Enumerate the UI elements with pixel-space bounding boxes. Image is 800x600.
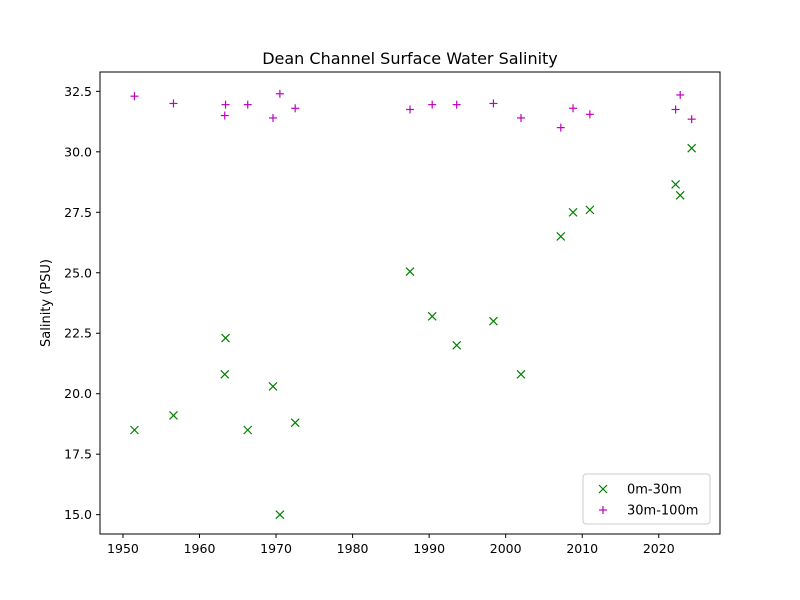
- data-point: [671, 180, 681, 189]
- data-point-stroke: [489, 316, 498, 326]
- x-tick-label: 1980: [337, 541, 369, 556]
- data-point: [675, 190, 685, 200]
- data-point-stroke: [687, 143, 697, 153]
- data-point: [427, 311, 437, 321]
- y-axis-title: Salinity (PSU): [39, 259, 54, 347]
- series-surface: [130, 143, 697, 520]
- legend-label: 0m-30m: [627, 483, 682, 498]
- y-tick-label: 15.0: [64, 507, 92, 522]
- x-tick-label: 1950: [107, 541, 139, 556]
- data-point: [556, 232, 566, 241]
- y-tick-label: 27.5: [64, 205, 92, 220]
- legend: 0m-30m 30m-100m: [582, 473, 711, 525]
- data-point-stroke: [568, 207, 578, 217]
- data-point-stroke: [675, 190, 685, 200]
- data-point: [676, 90, 685, 99]
- data-point: [220, 111, 229, 120]
- series-deep: [130, 89, 696, 132]
- data-point-stroke: [427, 311, 437, 321]
- data-point: [452, 100, 461, 109]
- legend-marker-stroke: [598, 484, 608, 494]
- data-point-stroke: [220, 369, 230, 379]
- legend-label: 30m-100m: [627, 504, 698, 519]
- y-tick-label: 20.0: [64, 386, 92, 401]
- data-point: [130, 425, 139, 435]
- data-point: [671, 105, 680, 114]
- data-point: [220, 369, 230, 379]
- data-point: [568, 207, 578, 217]
- x-tick-label: 2010: [566, 541, 598, 556]
- data-point-stroke: [290, 418, 300, 428]
- data-point-stroke: [130, 425, 139, 435]
- y-tick-label: 25.0: [64, 265, 92, 280]
- data-point: [268, 113, 277, 122]
- chart-title: Dean Channel Surface Water Salinity: [262, 49, 558, 68]
- y-tick-label: 22.5: [64, 326, 92, 341]
- data-point-stroke: [671, 180, 681, 189]
- data-point: [169, 99, 178, 108]
- data-point: [489, 99, 498, 108]
- data-point: [569, 104, 578, 113]
- data-point: [268, 382, 278, 391]
- data-point-stroke: [585, 205, 595, 215]
- legend-marker: [598, 484, 608, 494]
- data-point: [221, 333, 230, 343]
- x-tick-label: 1970: [260, 541, 292, 556]
- data-point-stroke: [275, 510, 285, 520]
- data-point: [243, 100, 252, 109]
- data-point: [585, 205, 595, 215]
- data-point-stroke: [243, 425, 253, 435]
- x-axis: 1950 1960 1970 1980 1990 2000 2010 2020: [107, 534, 675, 556]
- data-point-stroke: [221, 333, 230, 343]
- data-point-stroke: [556, 232, 566, 241]
- data-point: [516, 113, 525, 122]
- data-point: [169, 411, 178, 420]
- legend-marker: [599, 506, 607, 514]
- y-tick-label: 32.5: [64, 84, 92, 99]
- data-point: [585, 110, 594, 119]
- data-point: [489, 316, 498, 326]
- data-point: [405, 267, 415, 276]
- data-point: [516, 369, 526, 379]
- x-tick-label: 2020: [643, 541, 675, 556]
- x-tick-label: 2000: [490, 541, 522, 556]
- legend-box: [582, 473, 711, 525]
- y-axis: 15.0 17.5 20.0 22.5 25.0 27.5 30.0 32.5: [64, 84, 100, 522]
- data-point-stroke: [268, 382, 278, 391]
- y-tick-label: 17.5: [64, 447, 92, 462]
- data-point-stroke: [452, 340, 462, 350]
- data-point-stroke: [169, 411, 178, 420]
- data-point: [243, 425, 253, 435]
- data-point: [556, 123, 565, 132]
- data-point: [290, 418, 300, 428]
- data-point: [291, 104, 300, 113]
- y-tick-label: 30.0: [64, 144, 92, 159]
- data-point: [221, 100, 230, 109]
- data-point: [275, 510, 285, 520]
- plot-content: [130, 89, 697, 520]
- data-point-stroke: [405, 267, 415, 276]
- data-point: [275, 89, 284, 98]
- x-tick-label: 1990: [413, 541, 445, 556]
- data-point: [687, 143, 697, 153]
- plot-frame: [99, 71, 721, 535]
- x-tick-label: 1960: [184, 541, 216, 556]
- data-point: [428, 100, 437, 109]
- data-point: [452, 340, 462, 350]
- data-point: [130, 92, 139, 101]
- data-point: [687, 115, 696, 124]
- data-point-stroke: [516, 369, 526, 379]
- data-point: [406, 105, 414, 114]
